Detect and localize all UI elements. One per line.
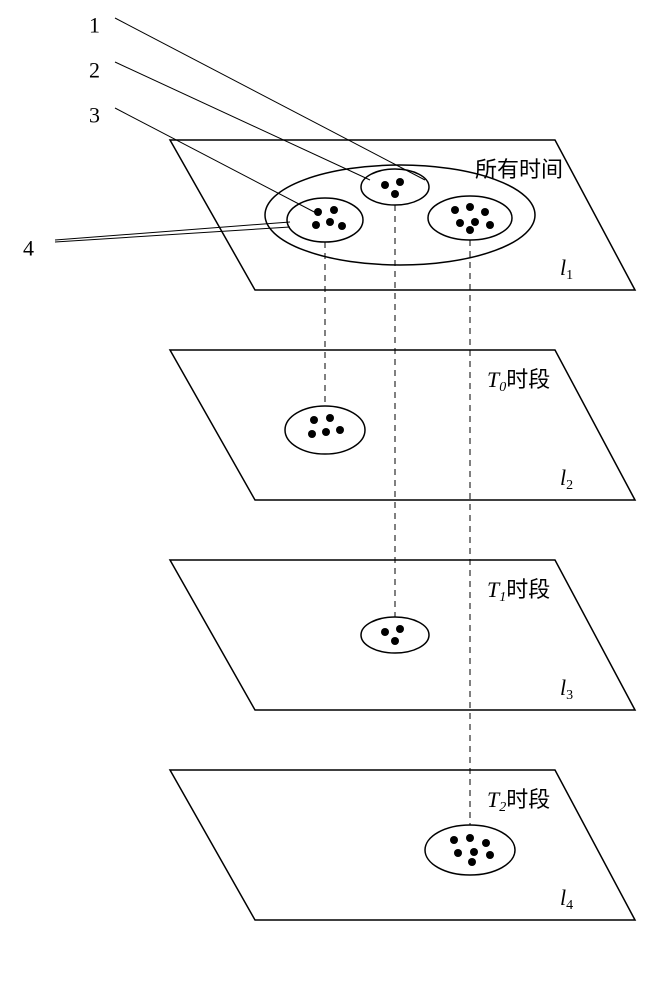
dot-l4-0-5: [486, 851, 494, 859]
dot-l4-0-3: [454, 849, 462, 857]
dot-l1-0-4: [338, 222, 346, 230]
plane-title-l4: T2时段: [487, 787, 550, 815]
callout-label-2: 2: [89, 58, 100, 83]
dot-l4-0-6: [468, 858, 476, 866]
cluster-l3-0: [361, 617, 429, 653]
dot-l2-0-2: [308, 430, 316, 438]
dot-l1-1-2: [391, 190, 399, 198]
dot-l1-0-2: [312, 221, 320, 229]
dot-l1-0-3: [326, 218, 334, 226]
dot-l1-2-3: [456, 219, 464, 227]
dot-l1-2-1: [466, 203, 474, 211]
dot-l3-0-0: [381, 628, 389, 636]
dot-l4-0-0: [450, 836, 458, 844]
dot-l4-0-1: [466, 834, 474, 842]
dot-l3-0-2: [391, 637, 399, 645]
callout-label-4: 4: [23, 236, 34, 261]
plane-title-l1: 所有时间: [475, 157, 563, 182]
dot-l2-0-0: [310, 416, 318, 424]
cluster-l4-0: [425, 825, 515, 875]
cluster-l1-1: [361, 169, 429, 205]
dot-l2-0-1: [326, 414, 334, 422]
callout-label-1: 1: [89, 13, 100, 38]
callout-label-3: 3: [89, 103, 100, 128]
dot-l1-2-0: [451, 206, 459, 214]
plane-title-l3: T1时段: [487, 577, 550, 605]
cluster-l1-0: [287, 198, 363, 242]
dot-l1-2-4: [471, 218, 479, 226]
dot-l3-0-1: [396, 625, 404, 633]
dot-l1-2-5: [486, 221, 494, 229]
dot-l2-0-3: [322, 428, 330, 436]
dot-l1-1-0: [381, 181, 389, 189]
plane-title-l2: T0时段: [487, 367, 550, 395]
dot-l1-0-1: [330, 206, 338, 214]
dot-l4-0-2: [482, 839, 490, 847]
dot-l1-2-6: [466, 226, 474, 234]
dot-l2-0-4: [336, 426, 344, 434]
dot-l4-0-4: [470, 848, 478, 856]
dot-l1-1-1: [396, 178, 404, 186]
dot-l1-2-2: [481, 208, 489, 216]
